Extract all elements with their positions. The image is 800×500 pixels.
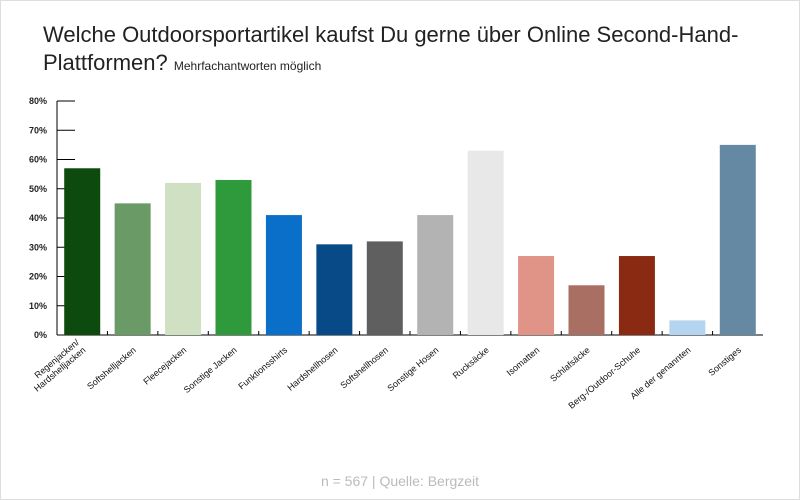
bar bbox=[165, 182, 202, 335]
y-tick-label: 70% bbox=[29, 125, 47, 135]
title-text: Welche Outdoorsportartikel kaufst Du ger… bbox=[43, 22, 739, 75]
source-footer: n = 567 | Quelle: Bergzeit bbox=[320, 473, 480, 489]
bar bbox=[618, 256, 655, 335]
bar-chart: 0% 10% 20% 30% 40% 50% 60% 70% 80% Regenjacken/Ha… bbox=[26, 96, 763, 411]
y-tick-label: 80% bbox=[29, 96, 47, 106]
x-tick-label: Softshelljacken bbox=[85, 345, 138, 392]
chart-title: Welche Outdoorsportartikel kaufst Du ger… bbox=[43, 21, 763, 80]
bar bbox=[417, 215, 454, 335]
y-tick-label: 50% bbox=[29, 184, 47, 194]
bar bbox=[518, 256, 555, 335]
bar bbox=[669, 320, 706, 335]
x-tick-label: Funktionsshirts bbox=[236, 345, 289, 392]
x-tick-label: Isomatten bbox=[505, 345, 542, 378]
x-tick-label: Sonstiges bbox=[706, 345, 743, 378]
x-tick-label: Schlafsäcke bbox=[548, 345, 592, 384]
x-tick-label: Sonstige Jacken bbox=[182, 345, 239, 395]
x-tick-label: Fleecejacken bbox=[141, 345, 188, 387]
x-tick-label: Sonstige Hosen bbox=[385, 345, 440, 394]
y-tick-label: 20% bbox=[29, 272, 47, 282]
bar bbox=[114, 203, 151, 335]
bar bbox=[719, 144, 756, 335]
y-tick-label: 30% bbox=[29, 242, 47, 252]
y-tick-label: 10% bbox=[29, 301, 47, 311]
x-tick-label: Rucksäcke bbox=[451, 345, 491, 381]
bar bbox=[467, 150, 504, 335]
y-tick-label: 40% bbox=[29, 213, 47, 223]
x-tick-label: Hardshellhosen bbox=[285, 345, 339, 393]
y-tick-label: 0% bbox=[34, 330, 47, 340]
bar bbox=[215, 179, 252, 335]
y-tick-label: 60% bbox=[29, 155, 47, 165]
x-tick-label: Regenjacken/Hardshelljacken bbox=[26, 337, 88, 394]
x-tick-label: Softshellhosen bbox=[338, 345, 390, 391]
bar bbox=[316, 244, 353, 335]
bar bbox=[568, 285, 605, 335]
bar bbox=[64, 168, 101, 335]
chart-subtitle: Mehrfachantworten möglich bbox=[173, 59, 322, 73]
bar bbox=[265, 215, 302, 335]
bar bbox=[366, 241, 403, 335]
